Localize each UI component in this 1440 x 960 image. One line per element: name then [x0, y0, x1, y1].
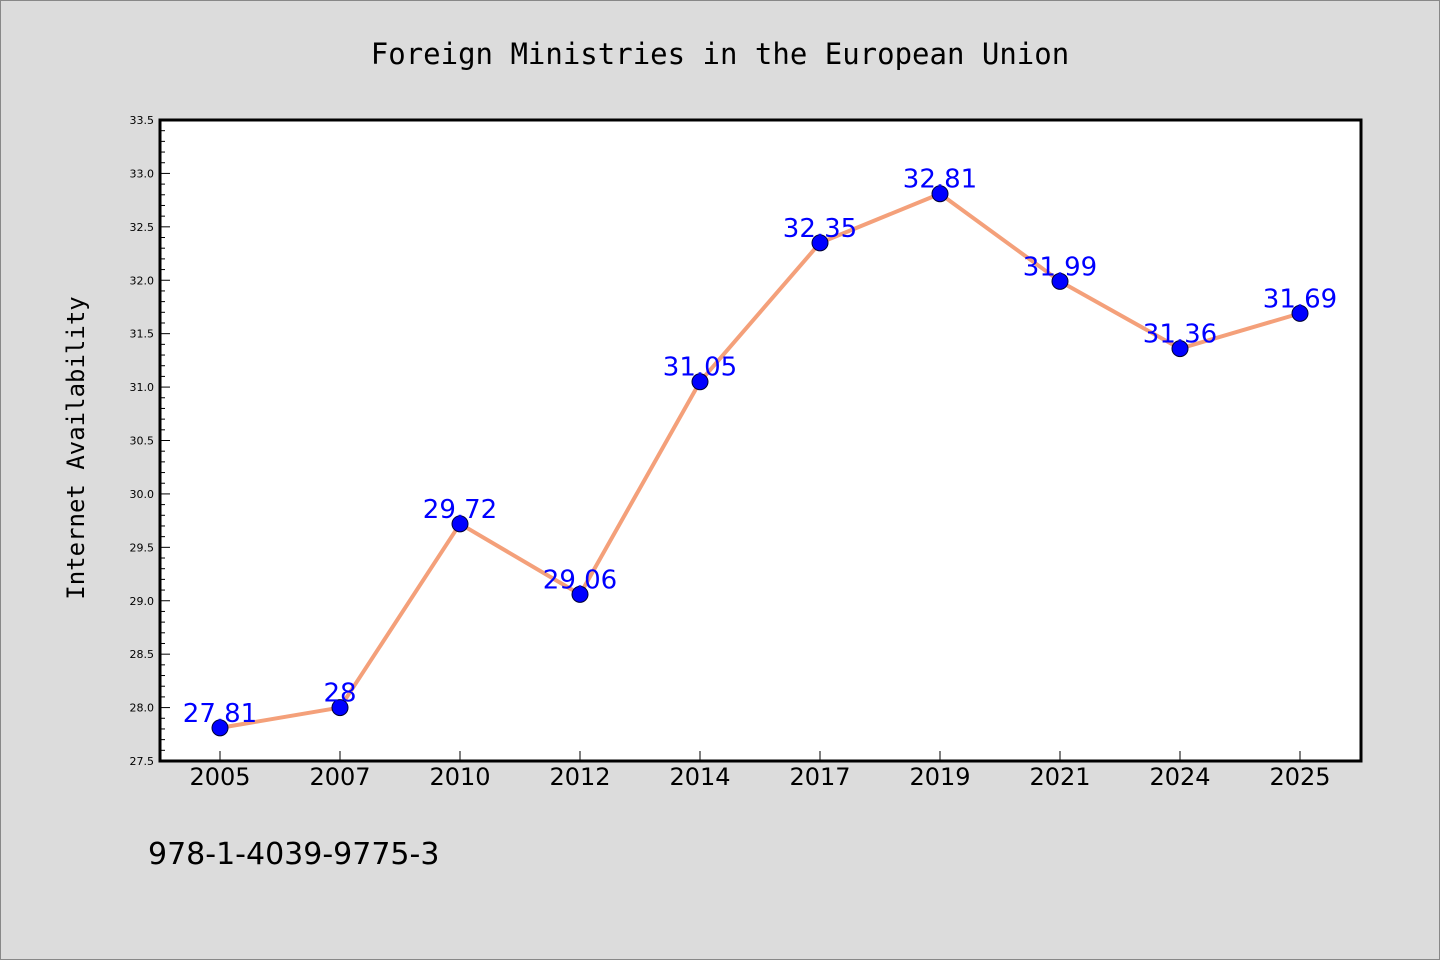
data-label: 29.72 [423, 495, 497, 525]
data-point [1051, 272, 1069, 290]
y-tick-label: 31.5 [130, 328, 155, 341]
data-point [1171, 340, 1189, 358]
data-label: 32.35 [783, 214, 857, 244]
y-tick-label: 29.5 [130, 541, 155, 554]
data-point [691, 373, 709, 391]
data-point [571, 585, 589, 603]
data-labels: 27.81 28 29.72 29.06 31.05 32.35 32.81 31.99 31.… [183, 165, 1337, 729]
data-point [451, 515, 469, 533]
y-tick-label: 28.0 [130, 702, 155, 715]
x-tick-label: 2014 [669, 763, 730, 791]
isbn-footer: 978-1-4039-9775-3 [148, 837, 439, 872]
series-line-group [218, 191, 1302, 730]
y-tick-label: 30.5 [130, 435, 155, 448]
y-tick-label: 29.0 [130, 595, 155, 608]
data-point [1291, 304, 1309, 322]
data-label: 28 [323, 679, 356, 709]
data-label: 31.36 [1143, 320, 1217, 350]
x-tick-label: 2005 [189, 763, 250, 791]
y-tick-label: 33.0 [130, 167, 155, 180]
data-markers [211, 185, 1309, 737]
x-tick-label: 2019 [909, 763, 970, 791]
x-tick-label: 2017 [789, 763, 850, 791]
chart-title: Foreign Ministries in the European Union [371, 37, 1069, 71]
data-label: 31.05 [663, 353, 737, 383]
series-line [218, 191, 1302, 730]
x-tick-label: 2007 [309, 763, 370, 791]
data-point [811, 234, 829, 252]
data-label: 31.99 [1023, 252, 1097, 282]
x-tick-label: 2024 [1149, 763, 1210, 791]
x-tick-label: 2012 [549, 763, 610, 791]
y-tick-label: 32.5 [130, 221, 155, 234]
y-tick-label: 28.5 [130, 648, 155, 661]
y-tick-label: 32.0 [130, 274, 155, 287]
data-point [211, 719, 229, 737]
data-label: 31.69 [1263, 284, 1337, 314]
x-tick-label: 2025 [1269, 763, 1330, 791]
data-label: 27.81 [183, 699, 257, 729]
x-tick-label: 2021 [1029, 763, 1090, 791]
plot-frame [158, 118, 1363, 763]
data-point [331, 699, 349, 717]
x-tick-label: 2010 [429, 763, 490, 791]
y-tick-label: 33.5 [130, 114, 155, 127]
x-axis: 2005 2007 2010 2012 2014 2017 2019 2021 2024 2025 [189, 751, 1331, 791]
y-tick-label: 27.5 [130, 755, 155, 768]
data-label: 29.06 [543, 565, 617, 595]
y-axis: 27.5 28.0 28.5 29.0 29.5 30.0 30.5 31.0 31.5 32.0… [130, 114, 170, 768]
y-axis-label: Internet Availability [62, 296, 90, 599]
plot-area [160, 120, 1361, 761]
data-point [931, 185, 949, 203]
data-label: 32.81 [903, 165, 977, 195]
y-tick-label: 30.0 [130, 488, 155, 501]
y-tick-label: 31.0 [130, 381, 155, 394]
